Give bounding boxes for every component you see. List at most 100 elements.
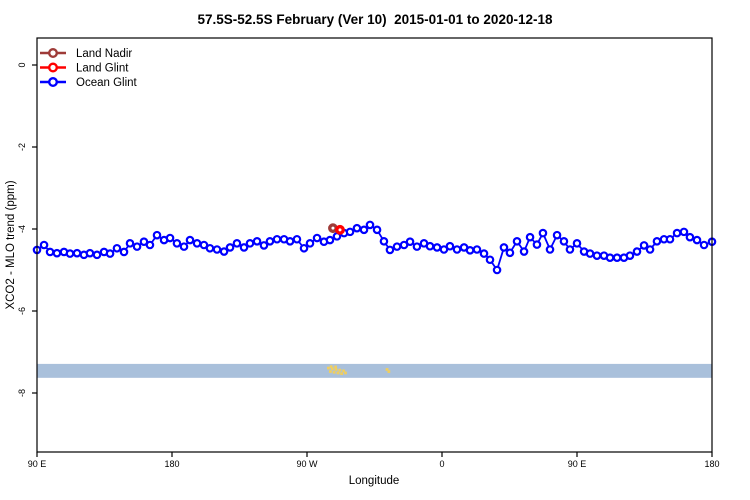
ocean-glint-point xyxy=(165,233,175,243)
y-axis-label: XCO2 - MLO trend (ppm) xyxy=(5,180,17,309)
ocean-glint-point xyxy=(272,234,282,244)
x-tick-label: 0 xyxy=(439,459,444,469)
ocean-glint-point xyxy=(505,248,515,258)
x-tick-label: 90 E xyxy=(568,459,587,469)
ocean-glint-point xyxy=(692,235,702,245)
ocean-glint-point xyxy=(265,237,275,246)
map-band xyxy=(37,363,712,378)
ocean-glint-point xyxy=(105,249,115,258)
map-band-land-pixel xyxy=(340,372,343,376)
ocean-glint-point xyxy=(519,247,529,256)
y-tick-label: -2 xyxy=(17,143,27,151)
y-tick-label: -4 xyxy=(17,225,27,233)
y-tick-label: -6 xyxy=(17,307,27,315)
ocean-glint-point xyxy=(245,239,255,248)
legend-marker xyxy=(48,48,59,59)
ocean-glint-point xyxy=(132,242,142,251)
ocean-glint-point xyxy=(225,243,235,252)
map-band-land-pixel xyxy=(385,368,389,371)
ocean-glint-point xyxy=(65,249,75,258)
x-tick-label: 90 E xyxy=(28,459,47,469)
ocean-glint-point xyxy=(472,245,482,254)
ocean-glint-point xyxy=(205,243,215,253)
ocean-glint-point xyxy=(632,247,642,256)
legend-marker xyxy=(48,62,59,73)
ocean-glint-point xyxy=(299,243,309,253)
ocean-glint-point xyxy=(679,227,689,237)
x-tick-label: 180 xyxy=(704,459,719,469)
ocean-glint-point xyxy=(212,245,222,254)
map-band-land-pixel xyxy=(334,365,337,369)
map-band-land-pixel xyxy=(332,370,336,374)
ocean-glint-point xyxy=(445,241,455,251)
ocean-glint-point xyxy=(605,253,615,263)
ocean-glint-point xyxy=(199,240,209,250)
ocean-glint-point xyxy=(352,223,362,233)
ocean-glint-point xyxy=(365,220,375,230)
ocean-glint-point xyxy=(125,239,135,248)
plot-frame xyxy=(36,37,713,453)
y-tick-label: 0 xyxy=(17,62,27,67)
ocean-glint-point xyxy=(385,245,395,255)
map-band-land-pixel xyxy=(338,368,342,372)
map-band-land-pixel xyxy=(329,365,333,369)
ocean-glint-point xyxy=(192,239,202,248)
ocean-glint-point xyxy=(492,265,502,275)
ocean-glint-point xyxy=(239,243,249,252)
ocean-glint-point xyxy=(85,248,95,258)
map-band-ocean xyxy=(37,363,712,378)
ocean-glint-point xyxy=(179,242,189,251)
ocean-glint-point xyxy=(139,237,149,247)
y-tick-label: -8 xyxy=(17,389,27,397)
ocean-glint-point xyxy=(545,245,555,254)
ocean-glint-point xyxy=(392,242,402,251)
chart-title: 57.5S-52.5S February (Ver 10) 2015-01-01… xyxy=(197,12,553,27)
ocean-glint-point xyxy=(305,239,315,248)
ocean-glint-point xyxy=(185,235,195,245)
ocean-glint-point xyxy=(292,234,302,244)
map-band-land-pixel xyxy=(334,368,338,371)
ocean-glint-point xyxy=(359,225,369,235)
ocean-glint-point xyxy=(592,251,602,260)
ocean-glint-point xyxy=(465,246,475,255)
ocean-glint-point xyxy=(119,247,129,257)
data-series xyxy=(32,220,717,275)
map-band-land-pixel xyxy=(327,366,330,370)
ocean-glint-point xyxy=(232,239,242,248)
ocean-glint-point xyxy=(672,228,682,238)
ocean-glint-point xyxy=(572,239,582,248)
ocean-glint-point xyxy=(652,237,662,246)
map-band-land-pixel xyxy=(328,370,332,373)
map-band-land-pixel xyxy=(330,367,334,371)
ocean-glint-point xyxy=(625,251,635,260)
ocean-glint-point xyxy=(412,242,422,251)
ocean-glint-point xyxy=(112,243,122,253)
map-band-land-pixel xyxy=(344,371,347,375)
ocean-glint-point xyxy=(72,248,82,258)
ocean-glint-point xyxy=(285,237,295,246)
ocean-glint-point xyxy=(145,240,155,250)
ocean-glint-point xyxy=(379,237,389,246)
ocean-glint-point xyxy=(172,239,182,248)
ocean-glint-point xyxy=(152,230,162,240)
x-tick-label: 90 W xyxy=(296,459,318,469)
legend-label: Land Nadir xyxy=(76,48,132,60)
ocean-glint-point xyxy=(512,237,522,246)
ocean-glint-point xyxy=(639,241,649,250)
ocean-glint-point xyxy=(559,237,569,246)
x-axis-label: Longitude xyxy=(349,475,400,487)
legend-label: Ocean Glint xyxy=(76,77,138,89)
legend-label: Land Glint xyxy=(76,63,129,75)
ocean-glint-point xyxy=(665,234,675,244)
ocean-glint-point xyxy=(399,240,409,250)
ocean-glint-point xyxy=(552,230,562,240)
ocean-glint-point xyxy=(45,247,55,257)
ocean-glint-point xyxy=(405,237,415,247)
map-band-land-pixel xyxy=(342,369,345,373)
ocean-glint-point xyxy=(252,237,262,246)
ocean-glint-point xyxy=(585,249,595,258)
legend: Land Nadir Land Glint Ocean Glint xyxy=(40,48,138,89)
x-tick-label: 180 xyxy=(164,459,179,469)
